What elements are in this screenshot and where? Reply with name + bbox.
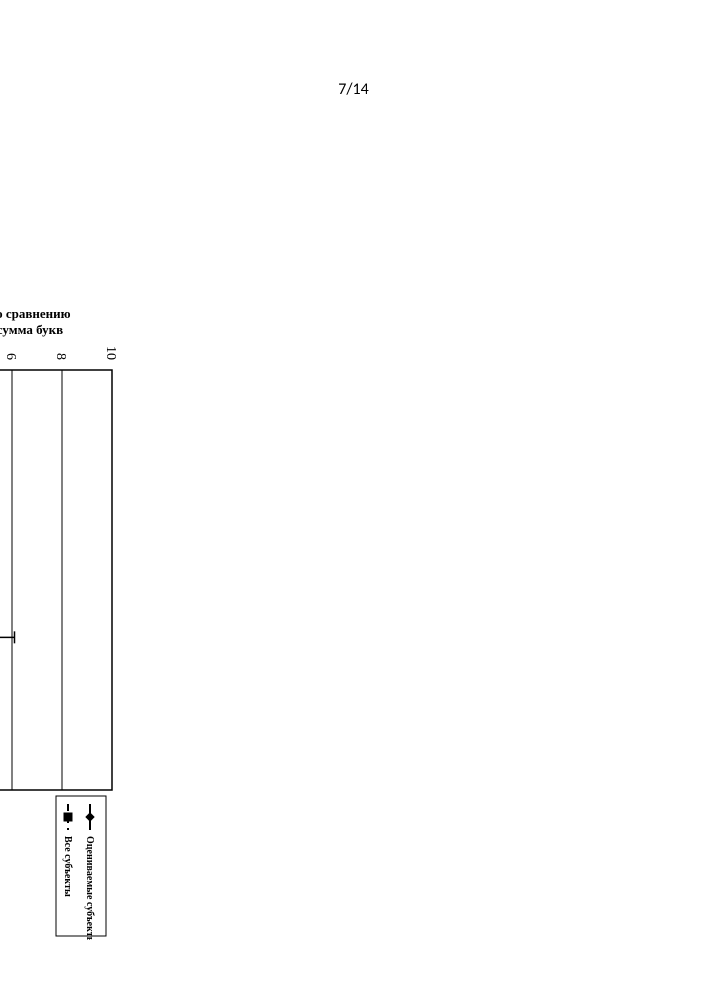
svg-text:Все субъекты: Все субъекты — [62, 836, 73, 897]
svg-text:8: 8 — [53, 353, 68, 360]
svg-text:6: 6 — [3, 353, 18, 360]
svg-text:Оцениваемые субъекты: Оцениваемые субъекты — [84, 836, 95, 940]
figure-container: -20246810Среднее изменение VA по сравнен… — [0, 200, 130, 940]
va-change-chart: -20246810Среднее изменение VA по сравнен… — [0, 200, 130, 940]
svg-text:с исходной величиной, сумма бу: с исходной величиной, сумма букв — [0, 322, 63, 337]
svg-text:Среднее изменение VA по сравне: Среднее изменение VA по сравнению — [0, 306, 71, 321]
svg-text:10: 10 — [103, 346, 118, 360]
page-number: 7/14 — [0, 80, 707, 99]
